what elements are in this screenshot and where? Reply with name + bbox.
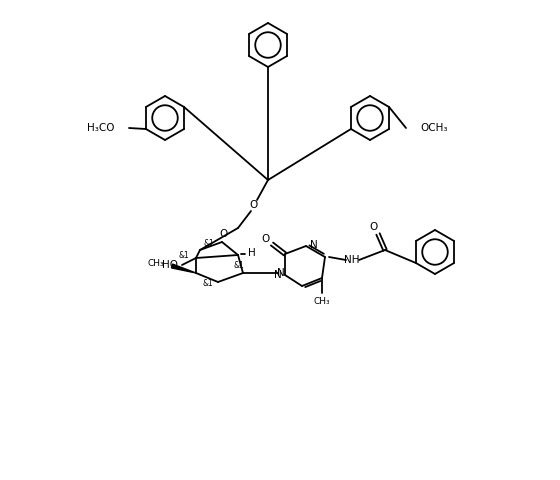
Text: &1: &1 [203,279,213,288]
Text: O: O [262,234,270,244]
Text: N: N [274,270,282,280]
Text: CH₃: CH₃ [314,297,330,305]
Text: NH: NH [344,255,360,265]
Text: OCH₃: OCH₃ [420,123,447,133]
Text: O: O [370,222,378,232]
Text: H₃CO: H₃CO [87,123,115,133]
Text: O: O [220,229,228,239]
Text: &1: &1 [233,261,244,269]
Text: HO: HO [162,260,178,270]
Text: N: N [277,268,285,278]
Polygon shape [171,264,196,273]
Text: &1: &1 [204,239,214,248]
Text: CH₃: CH₃ [147,260,164,268]
Text: &1: &1 [179,252,189,261]
Text: N: N [310,240,318,250]
Text: O: O [249,200,257,210]
Text: H: H [248,248,256,258]
